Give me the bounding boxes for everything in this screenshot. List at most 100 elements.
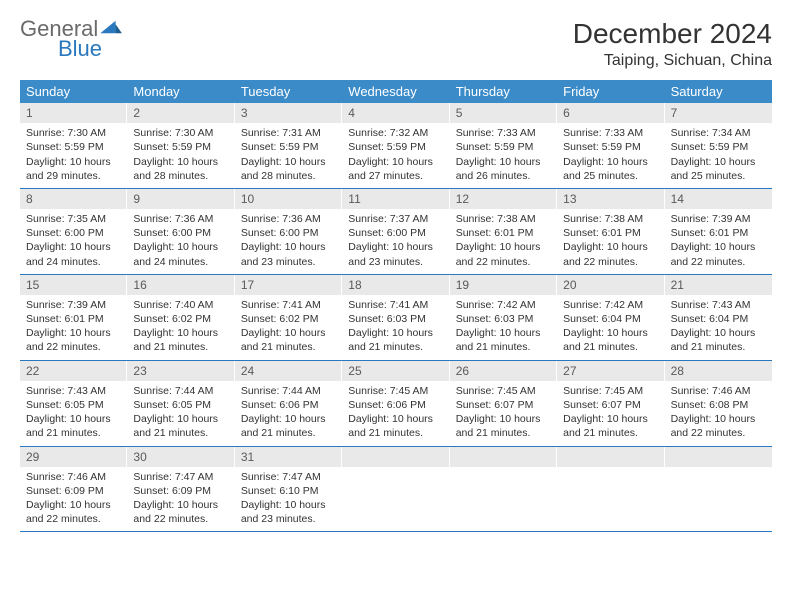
sunset-line: Sunset: 5:59 PM: [671, 140, 766, 154]
day-cell: 12Sunrise: 7:38 AMSunset: 6:01 PMDayligh…: [450, 189, 557, 274]
day-cell: 5Sunrise: 7:33 AMSunset: 5:59 PMDaylight…: [450, 103, 557, 188]
month-title: December 2024: [573, 18, 772, 50]
daylight-line-1: Daylight: 10 hours: [456, 326, 551, 340]
week-row: 15Sunrise: 7:39 AMSunset: 6:01 PMDayligh…: [20, 275, 772, 361]
sunset-line: Sunset: 6:00 PM: [26, 226, 121, 240]
day-body: Sunrise: 7:37 AMSunset: 6:00 PMDaylight:…: [342, 209, 449, 274]
day-body-empty: [557, 467, 664, 475]
day-number: 8: [20, 189, 127, 209]
daylight-line-2: and 23 minutes.: [348, 255, 443, 269]
sunrise-line: Sunrise: 7:42 AM: [456, 298, 551, 312]
daylight-line-2: and 25 minutes.: [671, 169, 766, 183]
day-number: 20: [557, 275, 664, 295]
sunrise-line: Sunrise: 7:34 AM: [671, 126, 766, 140]
daylight-line-1: Daylight: 10 hours: [348, 412, 443, 426]
daylight-line-2: and 22 minutes.: [563, 255, 658, 269]
sunset-line: Sunset: 6:06 PM: [348, 398, 443, 412]
sunrise-line: Sunrise: 7:44 AM: [241, 384, 336, 398]
day-body: Sunrise: 7:32 AMSunset: 5:59 PMDaylight:…: [342, 123, 449, 188]
sunset-line: Sunset: 6:01 PM: [671, 226, 766, 240]
day-body: Sunrise: 7:31 AMSunset: 5:59 PMDaylight:…: [235, 123, 342, 188]
sunset-line: Sunset: 6:02 PM: [241, 312, 336, 326]
daylight-line-2: and 26 minutes.: [456, 169, 551, 183]
sunset-line: Sunset: 6:03 PM: [456, 312, 551, 326]
day-number: 26: [450, 361, 557, 381]
daylight-line-1: Daylight: 10 hours: [348, 155, 443, 169]
day-number: 19: [450, 275, 557, 295]
day-number-empty: [342, 447, 449, 467]
day-body: Sunrise: 7:35 AMSunset: 6:00 PMDaylight:…: [20, 209, 127, 274]
sunrise-line: Sunrise: 7:47 AM: [133, 470, 228, 484]
daylight-line-2: and 28 minutes.: [133, 169, 228, 183]
daylight-line-2: and 24 minutes.: [133, 255, 228, 269]
sunrise-line: Sunrise: 7:39 AM: [26, 298, 121, 312]
daylight-line-1: Daylight: 10 hours: [133, 412, 228, 426]
day-body: Sunrise: 7:36 AMSunset: 6:00 PMDaylight:…: [235, 209, 342, 274]
week-row: 22Sunrise: 7:43 AMSunset: 6:05 PMDayligh…: [20, 361, 772, 447]
daylight-line-1: Daylight: 10 hours: [241, 240, 336, 254]
day-number: 9: [127, 189, 234, 209]
sunset-line: Sunset: 5:59 PM: [456, 140, 551, 154]
sunset-line: Sunset: 6:00 PM: [241, 226, 336, 240]
sunset-line: Sunset: 6:03 PM: [348, 312, 443, 326]
day-header-cell: Thursday: [450, 80, 557, 103]
day-number: 31: [235, 447, 342, 467]
daylight-line-1: Daylight: 10 hours: [563, 240, 658, 254]
daylight-line-2: and 21 minutes.: [348, 426, 443, 440]
daylight-line-2: and 22 minutes.: [456, 255, 551, 269]
daylight-line-1: Daylight: 10 hours: [563, 155, 658, 169]
daylight-line-2: and 21 minutes.: [133, 426, 228, 440]
sunrise-line: Sunrise: 7:38 AM: [456, 212, 551, 226]
sunrise-line: Sunrise: 7:33 AM: [563, 126, 658, 140]
day-cell: 11Sunrise: 7:37 AMSunset: 6:00 PMDayligh…: [342, 189, 449, 274]
day-body: Sunrise: 7:30 AMSunset: 5:59 PMDaylight:…: [20, 123, 127, 188]
sunset-line: Sunset: 6:08 PM: [671, 398, 766, 412]
daylight-line-2: and 21 minutes.: [241, 426, 336, 440]
sunset-line: Sunset: 6:00 PM: [348, 226, 443, 240]
day-body: Sunrise: 7:43 AMSunset: 6:04 PMDaylight:…: [665, 295, 772, 360]
sunset-line: Sunset: 6:07 PM: [563, 398, 658, 412]
day-cell: 14Sunrise: 7:39 AMSunset: 6:01 PMDayligh…: [665, 189, 772, 274]
sunrise-line: Sunrise: 7:45 AM: [348, 384, 443, 398]
daylight-line-1: Daylight: 10 hours: [456, 155, 551, 169]
daylight-line-1: Daylight: 10 hours: [26, 326, 121, 340]
day-number: 3: [235, 103, 342, 123]
day-cell: 24Sunrise: 7:44 AMSunset: 6:06 PMDayligh…: [235, 361, 342, 446]
sunrise-line: Sunrise: 7:41 AM: [348, 298, 443, 312]
sunrise-line: Sunrise: 7:37 AM: [348, 212, 443, 226]
day-number-empty: [450, 447, 557, 467]
day-number: 21: [665, 275, 772, 295]
sunset-line: Sunset: 5:59 PM: [563, 140, 658, 154]
day-body: Sunrise: 7:41 AMSunset: 6:03 PMDaylight:…: [342, 295, 449, 360]
sunrise-line: Sunrise: 7:35 AM: [26, 212, 121, 226]
day-body-empty: [342, 467, 449, 475]
day-cell: 27Sunrise: 7:45 AMSunset: 6:07 PMDayligh…: [557, 361, 664, 446]
sunset-line: Sunset: 6:09 PM: [26, 484, 121, 498]
day-body: Sunrise: 7:42 AMSunset: 6:04 PMDaylight:…: [557, 295, 664, 360]
daylight-line-2: and 22 minutes.: [133, 512, 228, 526]
logo-triangle-icon: [100, 18, 124, 40]
daylight-line-1: Daylight: 10 hours: [133, 326, 228, 340]
sunset-line: Sunset: 6:07 PM: [456, 398, 551, 412]
daylight-line-1: Daylight: 10 hours: [26, 240, 121, 254]
day-body: Sunrise: 7:43 AMSunset: 6:05 PMDaylight:…: [20, 381, 127, 446]
day-cell: 2Sunrise: 7:30 AMSunset: 5:59 PMDaylight…: [127, 103, 234, 188]
logo-text-blue: Blue: [20, 38, 124, 60]
day-number: 28: [665, 361, 772, 381]
day-number: 23: [127, 361, 234, 381]
day-cell: 7Sunrise: 7:34 AMSunset: 5:59 PMDaylight…: [665, 103, 772, 188]
daylight-line-2: and 21 minutes.: [563, 426, 658, 440]
day-number: 11: [342, 189, 449, 209]
sunrise-line: Sunrise: 7:42 AM: [563, 298, 658, 312]
day-number: 18: [342, 275, 449, 295]
daylight-line-2: and 21 minutes.: [563, 340, 658, 354]
day-body-empty: [665, 467, 772, 475]
sunset-line: Sunset: 6:06 PM: [241, 398, 336, 412]
sunrise-line: Sunrise: 7:46 AM: [26, 470, 121, 484]
day-cell: 3Sunrise: 7:31 AMSunset: 5:59 PMDaylight…: [235, 103, 342, 188]
sunrise-line: Sunrise: 7:33 AM: [456, 126, 551, 140]
day-body: Sunrise: 7:41 AMSunset: 6:02 PMDaylight:…: [235, 295, 342, 360]
daylight-line-1: Daylight: 10 hours: [456, 412, 551, 426]
day-number-empty: [665, 447, 772, 467]
day-cell: 23Sunrise: 7:44 AMSunset: 6:05 PMDayligh…: [127, 361, 234, 446]
